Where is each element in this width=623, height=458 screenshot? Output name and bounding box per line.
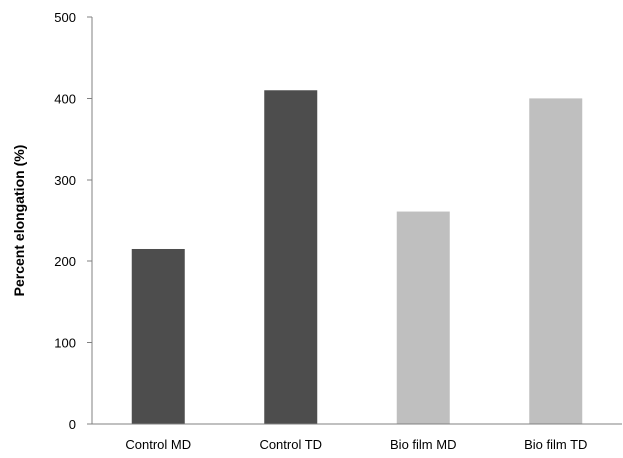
x-axis-labels: Control MD Control TD Bio film MD Bio film … [125, 437, 587, 452]
x-category-label: Control MD [125, 437, 191, 452]
bars [131, 90, 583, 425]
y-tick-label: 200 [54, 254, 76, 269]
bar-control-md [131, 248, 185, 424]
x-category-label: Control TD [259, 437, 322, 452]
y-tick-label: 300 [54, 173, 76, 188]
y-tick-label: 0 [69, 417, 76, 432]
x-category-label: Bio film TD [524, 437, 587, 452]
y-tick-label: 500 [54, 10, 76, 25]
x-category-label: Bio film MD [390, 437, 456, 452]
y-tick-label: 400 [54, 91, 76, 106]
bar-control-td [264, 90, 318, 424]
bar-bio-film-md [396, 211, 450, 424]
bar-bio-film-td [529, 98, 583, 425]
y-axis-ticks: 0 100 200 300 400 500 [54, 10, 92, 432]
y-axis-title: Percent elongation (%) [11, 145, 27, 297]
y-tick-label: 100 [54, 336, 76, 351]
